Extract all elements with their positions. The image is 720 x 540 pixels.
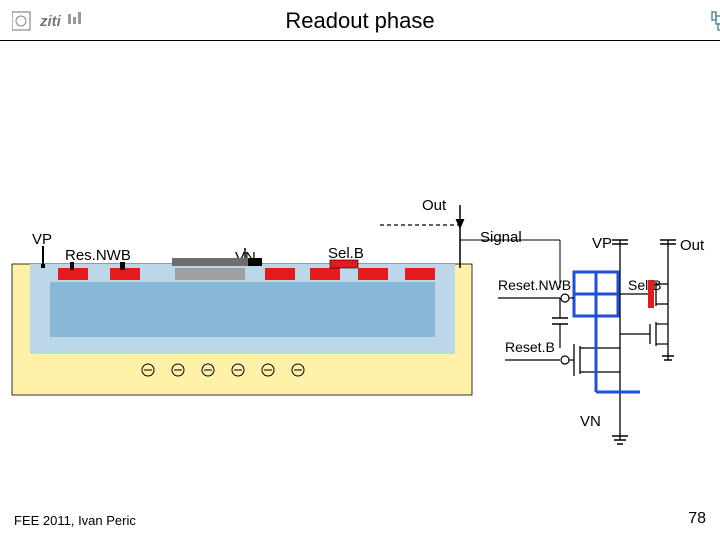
vn-bottom-label: VN (580, 413, 601, 430)
vp-left-label: VP (32, 231, 52, 248)
schematic: VP Out Reset.NWB Sel.B Reset.B (460, 235, 705, 444)
resnwb-label: Res.NWB (65, 247, 131, 264)
signal-label: Signal (480, 229, 522, 246)
selb-left-label: Sel.B (328, 245, 364, 262)
cross-section (12, 246, 472, 395)
out-top-label: Out (422, 197, 447, 214)
out-right-label: Out (680, 237, 705, 254)
out-signal: Out (380, 197, 460, 260)
resetb-label: Reset.B (505, 339, 555, 355)
diagram-canvas: Out VP Res.NWB VN Sel.B Signal (0, 0, 720, 540)
vp-right-label: VP (592, 235, 612, 252)
resetnwb-label: Reset.NWB (498, 277, 571, 293)
